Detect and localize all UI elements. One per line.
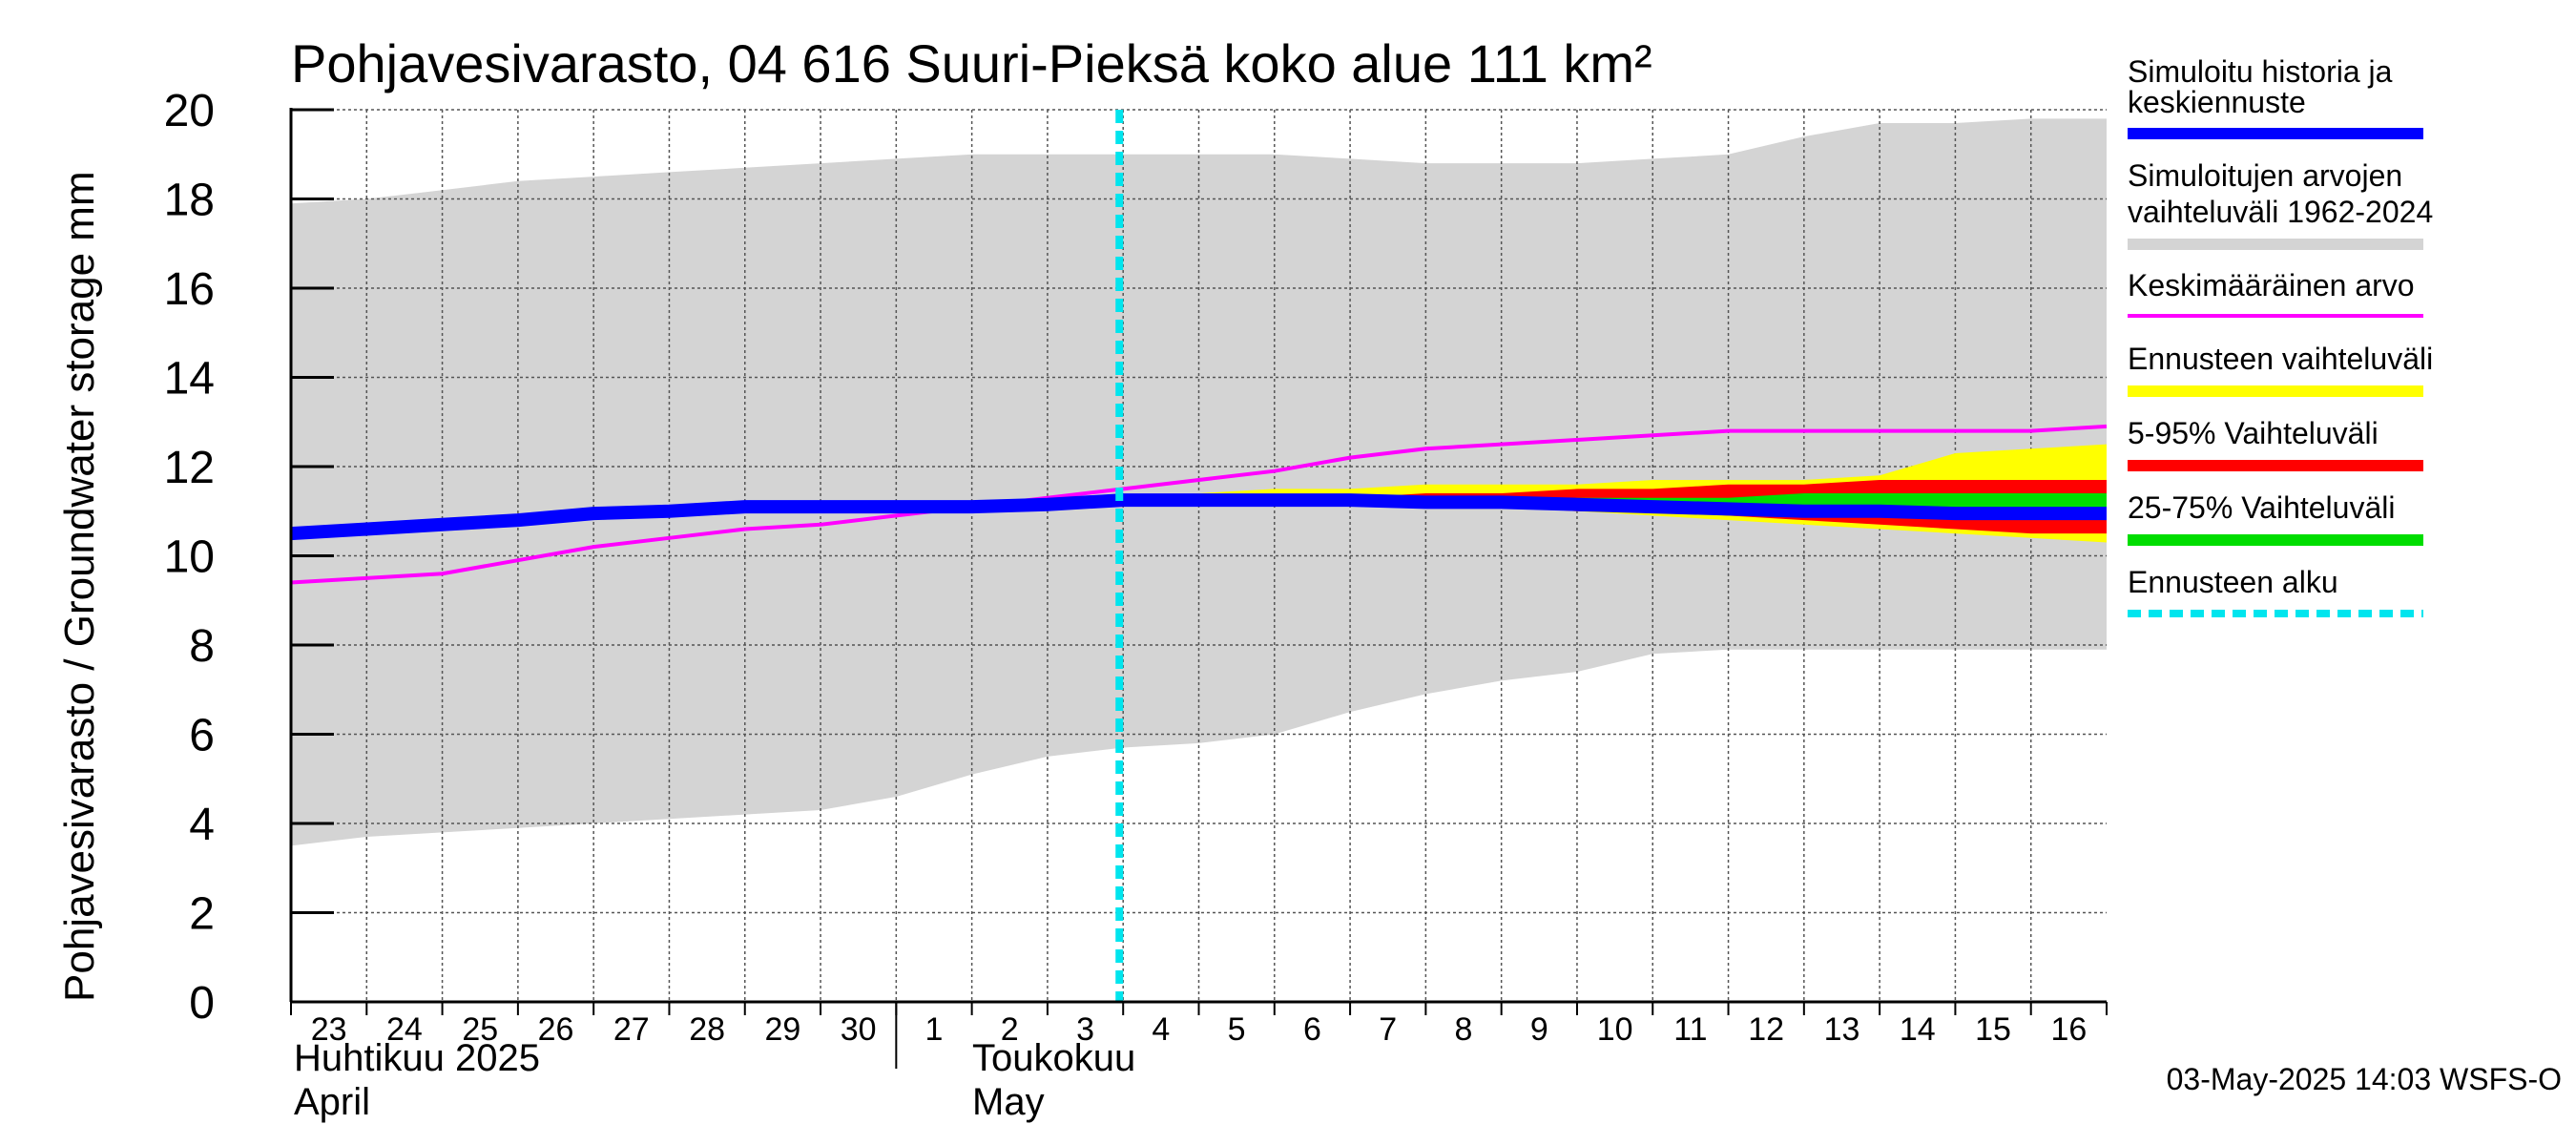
x-tick-label: 26 — [538, 1011, 574, 1048]
axes-layer — [289, 108, 2108, 1069]
history-median-line — [290, 493, 2107, 541]
legend-label-mean: Keskimääräinen arvo — [2128, 268, 2415, 302]
timestamp-footer: 03-May-2025 14:03 WSFS-O — [2167, 1062, 2562, 1096]
series-line-layer — [290, 110, 2108, 1002]
month-label-april-line1: Huhtikuu 2025 — [294, 1037, 540, 1079]
x-tick-label: 27 — [613, 1011, 650, 1048]
legend-label-range-line2: vaihteluväli 1962-2024 — [2128, 195, 2433, 229]
x-tick-label: 12 — [1748, 1011, 1784, 1048]
legend-label-p5_95: 5-95% Vaihteluväli — [2128, 416, 2379, 450]
legend-label-forecast_range: Ennusteen vaihteluväli — [2128, 342, 2433, 376]
month-label-may-line2: May — [972, 1081, 1045, 1123]
x-tick-label: 7 — [1379, 1011, 1397, 1048]
x-tick-label: 4 — [1152, 1011, 1170, 1048]
y-tick-label: 16 — [164, 264, 215, 315]
x-tick-labels: 23 24 25 26 27 28 29 30 1 2 3 4 5 6 7 8 9 10 11 12 13 14 15 16 — [311, 1011, 2088, 1048]
x-tick-label: 25 — [462, 1011, 498, 1048]
x-tick-label: 2 — [1001, 1011, 1019, 1048]
y-tick-label: 14 — [164, 354, 215, 405]
y-tick-label: 10 — [164, 532, 215, 583]
legend-label-p25_75: 25-75% Vaihteluväli — [2128, 490, 2395, 525]
legend-label-range: Simuloitujen arvojen — [2128, 158, 2402, 193]
x-tick-label: 3 — [1076, 1011, 1094, 1048]
x-tick-label: 9 — [1530, 1011, 1548, 1048]
x-tick-label: 28 — [689, 1011, 725, 1048]
x-tick-label: 8 — [1455, 1011, 1473, 1048]
grid-layer — [291, 109, 2107, 1002]
x-tick-label: 30 — [841, 1011, 877, 1048]
month-label-may-line1: Toukokuu — [972, 1037, 1135, 1079]
x-tick-label: 13 — [1824, 1011, 1860, 1048]
chart-title: Pohjavesivarasto, 04 616 Suuri-Pieksä ko… — [291, 33, 1652, 94]
y-tick-label: 0 — [189, 978, 215, 1029]
mean-line — [290, 424, 2108, 585]
y-tick-label: 18 — [164, 176, 215, 226]
y-tick-label: 20 — [164, 86, 215, 136]
y-tick-label: 8 — [189, 621, 215, 672]
x-tick-label: 16 — [2050, 1011, 2087, 1048]
x-tick-label: 23 — [311, 1011, 347, 1048]
y-axis-label: Pohjavesivarasto / Groundwater storage m… — [56, 171, 103, 1002]
x-tick-label: 1 — [925, 1011, 944, 1048]
legend-label-history-line2: keskiennuste — [2128, 85, 2306, 119]
legend-label-history: Simuloitu historia ja — [2128, 54, 2393, 89]
x-tick-label: 29 — [764, 1011, 800, 1048]
legend-label-forecast_start: Ennusteen alku — [2128, 565, 2338, 599]
y-tick-label: 4 — [189, 800, 215, 850]
y-tick-label: 2 — [189, 889, 215, 940]
x-tick-label: 15 — [1975, 1011, 2011, 1048]
month-label-april-line2: April — [294, 1081, 370, 1123]
x-tick-label: 11 — [1673, 1011, 1707, 1048]
x-tick-label: 6 — [1303, 1011, 1321, 1048]
x-tick-label: 14 — [1900, 1011, 1936, 1048]
x-tick-label: 10 — [1597, 1011, 1633, 1048]
y-tick-label: 12 — [164, 443, 215, 493]
y-tick-labels: 0 2 4 6 8 10 12 14 16 18 20 — [164, 86, 215, 1029]
x-tick-label: 24 — [386, 1011, 423, 1048]
y-tick-label: 6 — [189, 711, 215, 761]
x-tick-label: 5 — [1228, 1011, 1246, 1048]
